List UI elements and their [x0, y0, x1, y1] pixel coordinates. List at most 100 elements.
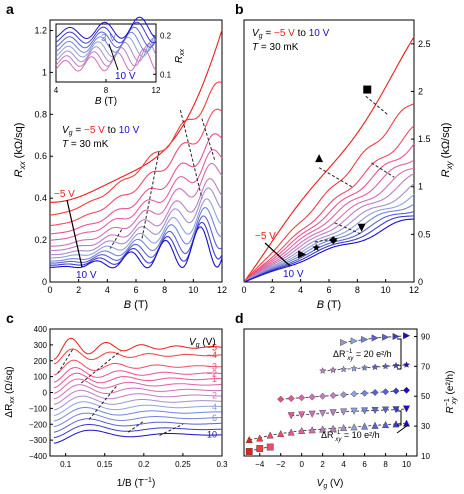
- panel-a-ylabel: Rxx (kΩ/sq): [13, 123, 27, 178]
- square-marker: [363, 85, 372, 94]
- diamond-point: [392, 387, 400, 395]
- inset-curve: [55, 21, 157, 44]
- x-tick-label: 12: [409, 285, 419, 295]
- panel-c-legend-title: Vg (V): [189, 337, 216, 349]
- star-point: [350, 364, 358, 372]
- triangle-up-point: [361, 422, 369, 430]
- rxy-curve: [243, 193, 415, 283]
- panel-a-dashed-guides: [109, 109, 216, 249]
- y-tick-label: 1: [418, 182, 423, 192]
- x-tick-label: 12: [152, 86, 161, 95]
- panel-c-ylabel: ΔRxx (Ω/sq): [4, 366, 16, 417]
- inset-curve: [55, 31, 157, 53]
- y-tick-label: 1: [42, 67, 47, 77]
- x-tick-label: 0: [299, 460, 304, 469]
- rxy-guide: [371, 162, 395, 178]
- triangle-up-point: [298, 426, 306, 434]
- rxy-curve: [243, 203, 415, 283]
- panel-b-vg-note: Vg = −5 V to 10 V: [252, 28, 330, 40]
- y-tick-label: 0.8: [34, 109, 47, 119]
- bracket-10: [397, 410, 402, 426]
- square-point: [245, 448, 253, 455]
- triangle-down-point: [361, 407, 369, 415]
- panel-c-curves: [53, 337, 222, 444]
- x-tick-label: 10: [402, 460, 411, 469]
- triangle-down-point: [329, 409, 337, 417]
- delta-rxx-curve: [53, 401, 222, 416]
- inset-curve: [55, 33, 157, 58]
- x-tick-label: 12: [217, 285, 227, 295]
- rxy-curve: [243, 103, 415, 283]
- panel-d-frame: [243, 328, 418, 457]
- diamond-point: [287, 394, 295, 402]
- y-tick-label: 0.5: [418, 229, 431, 239]
- delta-rxx-curve: [53, 367, 222, 383]
- diamond-point: [371, 389, 379, 396]
- panel-d-annotation-20: ΔR−1 xy = 20 e²/h: [333, 349, 392, 362]
- delta-rxx-curve: [53, 389, 222, 405]
- y-tick-label: 90: [421, 332, 430, 341]
- triangle-down-point: [382, 406, 390, 414]
- fit-line: [249, 422, 407, 440]
- rxy-curve: [243, 210, 415, 283]
- panel-c-dashed-guides: [57, 347, 184, 436]
- inset-curve: [55, 16, 157, 40]
- panel-b-arrow: [264, 242, 291, 267]
- panel-b-ylabel: Rxy (kΩ/sq): [440, 123, 454, 178]
- x-tick-label: 8: [355, 285, 360, 295]
- panel-label-b: b: [235, 1, 244, 17]
- delta-rxx-guide: [159, 423, 184, 436]
- triangle-up-point: [277, 429, 285, 437]
- y-tick-label: −400: [29, 452, 48, 461]
- panel-d-xlabel: Vg (V): [317, 478, 344, 490]
- diamond-marker: [329, 236, 338, 245]
- triangle-up-point: [350, 423, 358, 431]
- panel-label-a: a: [6, 1, 14, 17]
- panel-a-inset: 4 8 12 0.1 0.2 B (T) Rxx 3 V 10 V: [54, 16, 186, 107]
- x-tick-label: 0.3: [216, 460, 228, 469]
- panel-d-brackets: [396, 338, 409, 434]
- y-tick-label: 2: [418, 86, 423, 96]
- x-tick-label: 2: [320, 460, 325, 469]
- diamond-point: [403, 386, 410, 394]
- x-tick-label: 6: [133, 285, 138, 295]
- panel-d-ticks: −4 −2 0 2 4 6 8 10 10 30 50 70 90: [255, 332, 430, 469]
- delta-rxx-curve: [53, 384, 222, 400]
- x-tick-label: −2: [276, 460, 286, 469]
- delta-rxx-curve: [53, 406, 222, 422]
- x-tick-label: 2: [76, 285, 81, 295]
- y-tick-label: 70: [421, 362, 430, 371]
- star-point: [329, 366, 337, 374]
- panel-a-curves: [49, 29, 223, 269]
- panel-d-ylabel: R−1xy (e²/h): [444, 371, 458, 414]
- bracket-20: [397, 338, 402, 370]
- rxy-curve: [243, 36, 415, 283]
- rxy-curve: [243, 215, 415, 283]
- y-tick-label: 10: [421, 452, 430, 461]
- inset-frame: [55, 23, 157, 83]
- rxx-curve: [49, 162, 223, 247]
- panel-b-dashed-guides: [314, 95, 395, 243]
- delta-rxx-guide: [127, 420, 145, 433]
- triangle-right-point: [361, 335, 369, 343]
- y-tick-label: 0.2: [34, 235, 47, 245]
- triangle-up-point: [308, 426, 316, 434]
- triangle-up-point: [256, 434, 264, 442]
- x-tick-label: 8: [104, 86, 109, 95]
- triangle-right-point: [371, 334, 379, 342]
- x-tick-label: 10: [188, 285, 198, 295]
- x-tick-label: 4: [298, 285, 303, 295]
- inset-ylabel: Rxx: [174, 48, 186, 63]
- star-point: [381, 362, 390, 370]
- rxy-guide: [314, 237, 338, 243]
- x-tick-label: 6: [326, 285, 331, 295]
- triangle-right-point: [382, 333, 390, 341]
- y-tick-label: 300: [34, 341, 48, 350]
- inset-label-lo: 10 V: [115, 71, 136, 82]
- triangle-down-point: [371, 407, 379, 415]
- star-marker: [312, 243, 321, 251]
- series-label: −5: [207, 342, 217, 352]
- series-label: 10: [207, 430, 217, 440]
- delta-rxx-curve: [53, 424, 222, 439]
